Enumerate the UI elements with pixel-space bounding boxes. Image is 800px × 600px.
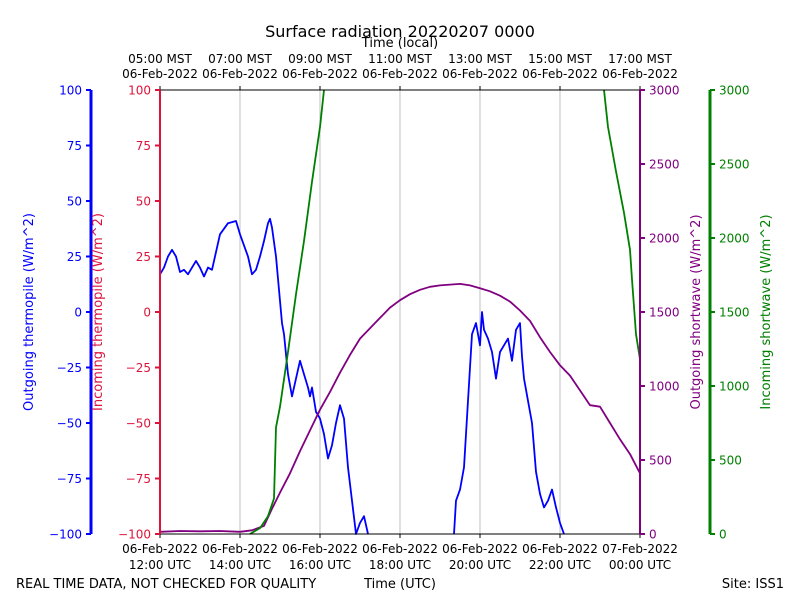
y-tick-label-incoming_thermopile: −100 (118, 528, 151, 542)
series-line-incoming_shortwave (249, 89, 325, 535)
plot-area (159, 89, 641, 535)
x-tick-label-bottom-time: 00:00 UTC (609, 558, 671, 572)
chart-title: Surface radiation 20220207 0000 (265, 22, 535, 41)
y-tick-label-outgoing_shortwave: 500 (649, 454, 672, 468)
bottom-x-label: Time (UTC) (363, 577, 436, 592)
y-tick-label-outgoing_thermopile: 0 (74, 306, 82, 320)
y-tick-label-outgoing_shortwave: 1500 (649, 306, 680, 320)
y-tick-label-outgoing_shortwave: 2500 (649, 158, 680, 172)
y-tick-label-outgoing_thermopile: −100 (49, 528, 82, 542)
y-tick-label-incoming_shortwave: 1500 (719, 306, 750, 320)
x-tick-label-bottom-time: 14:00 UTC (209, 558, 271, 572)
y-tick-label-incoming_thermopile: 25 (136, 250, 151, 264)
y-axis-label-outgoing_shortwave: Outgoing shortwave (W/m^2) (689, 214, 704, 409)
top-x-label: Time (local) (361, 36, 438, 51)
y-tick-label-outgoing_thermopile: −25 (57, 361, 82, 375)
x-tick-label-bottom-time: 16:00 UTC (289, 558, 351, 572)
grid-lines (239, 90, 561, 534)
x-tick-label-bottom-date: 06-Feb-2022 (122, 542, 198, 556)
x-tick-label-bottom-time: 20:00 UTC (449, 558, 511, 572)
x-tick-label-top-date: 06-Feb-2022 (522, 67, 598, 81)
x-tick-label-bottom-time: 12:00 UTC (129, 558, 191, 572)
x-tick-label-top-time: 15:00 MST (528, 52, 592, 66)
footer-site: Site: ISS1 (722, 577, 784, 592)
series-line-outgoing_shortwave (159, 283, 641, 533)
x-tick-label-top-time: 05:00 MST (128, 52, 192, 66)
y-tick-label-outgoing_shortwave: 2000 (649, 232, 680, 246)
y-axis-label-incoming_shortwave: Incoming shortwave (W/m^2) (759, 214, 774, 409)
x-tick-label-bottom-date: 06-Feb-2022 (282, 542, 358, 556)
y-tick-label-outgoing_thermopile: −50 (57, 417, 82, 431)
x-tick-label-top-date: 06-Feb-2022 (362, 67, 438, 81)
y-tick-label-incoming_thermopile: 0 (143, 306, 151, 320)
x-tick-label-top-time: 13:00 MST (448, 52, 512, 66)
x-tick-label-bottom-date: 06-Feb-2022 (522, 542, 598, 556)
x-tick-label-bottom-date: 07-Feb-2022 (602, 542, 678, 556)
x-tick-label-bottom-time: 18:00 UTC (369, 558, 431, 572)
y-tick-label-outgoing_thermopile: 75 (67, 139, 82, 153)
y-tick-label-outgoing_thermopile: −75 (57, 472, 82, 486)
y-tick-label-incoming_thermopile: 50 (136, 195, 151, 209)
y-tick-label-incoming_shortwave: 1000 (719, 380, 750, 394)
series-line-outgoing_thermopile (453, 311, 565, 535)
series-line-outgoing_thermopile (159, 217, 369, 535)
y-tick-label-incoming_thermopile: 100 (128, 84, 151, 98)
footer-quality-note: REAL TIME DATA, NOT CHECKED FOR QUALITY (16, 577, 316, 592)
x-tick-label-bottom-date: 06-Feb-2022 (202, 542, 278, 556)
y-tick-label-outgoing_shortwave: 1000 (649, 380, 680, 394)
x-tick-label-top-date: 06-Feb-2022 (602, 67, 678, 81)
x-tick-label-top-time: 09:00 MST (288, 52, 352, 66)
y-tick-label-incoming_thermopile: −25 (126, 361, 151, 375)
y-tick-label-incoming_thermopile: −75 (126, 472, 151, 486)
y-tick-label-incoming_shortwave: 2500 (719, 158, 750, 172)
y-tick-label-incoming_shortwave: 2000 (719, 232, 750, 246)
y-axis-label-incoming_thermopile: Incoming thermopile (W/m^2) (91, 213, 106, 411)
y-tick-label-incoming_shortwave: 0 (719, 528, 727, 542)
x-tick-label-top-date: 06-Feb-2022 (122, 67, 198, 81)
x-tick-label-top-time: 17:00 MST (608, 52, 672, 66)
y-tick-label-outgoing_thermopile: 25 (67, 250, 82, 264)
x-tick-label-top-date: 06-Feb-2022 (202, 67, 278, 81)
y-tick-label-incoming_thermopile: −50 (126, 417, 151, 431)
y-tick-label-outgoing_shortwave: 0 (649, 528, 657, 542)
series-line-incoming_shortwave (603, 89, 641, 360)
x-tick-label-bottom-time: 22:00 UTC (529, 558, 591, 572)
y-tick-label-outgoing_thermopile: 50 (67, 195, 82, 209)
y-tick-label-outgoing_shortwave: 3000 (649, 84, 680, 98)
x-tick-label-bottom-date: 06-Feb-2022 (362, 542, 438, 556)
y-tick-label-outgoing_thermopile: 100 (59, 84, 82, 98)
x-tick-label-top-time: 07:00 MST (208, 52, 272, 66)
x-tick-label-top-time: 11:00 MST (368, 52, 432, 66)
y-axis-label-outgoing_thermopile: Outgoing thermopile (W/m^2) (22, 213, 37, 411)
y-tick-label-incoming_shortwave: 500 (719, 454, 742, 468)
x-tick-label-top-date: 06-Feb-2022 (442, 67, 518, 81)
y-tick-label-incoming_thermopile: 75 (136, 139, 151, 153)
x-tick-label-bottom-date: 06-Feb-2022 (442, 542, 518, 556)
x-tick-label-top-date: 06-Feb-2022 (282, 67, 358, 81)
y-tick-label-incoming_shortwave: 3000 (719, 84, 750, 98)
